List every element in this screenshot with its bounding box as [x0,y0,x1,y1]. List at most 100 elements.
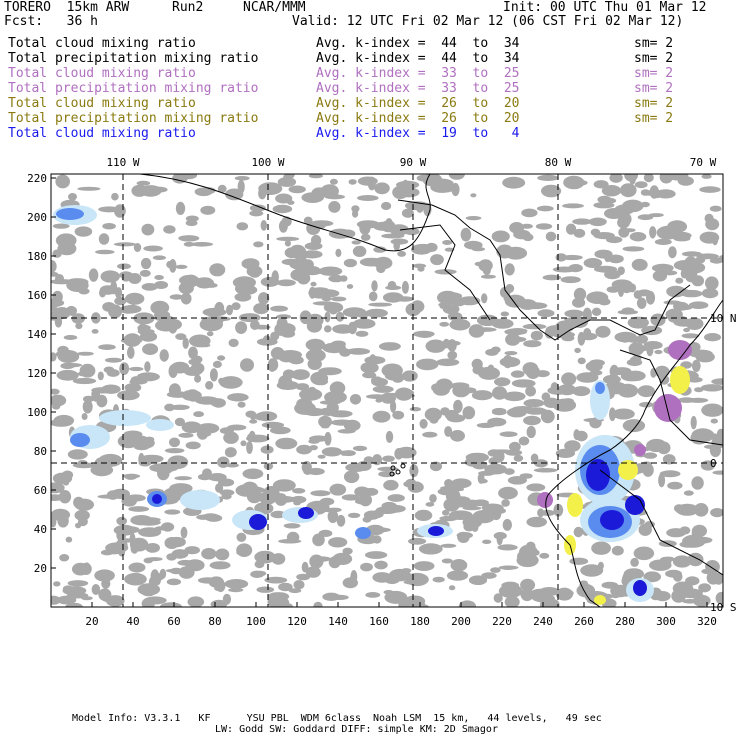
cloud-patch [293,580,305,590]
cloud-patch [564,309,584,318]
cloud-patch [511,379,536,388]
cloud-patch [202,468,212,479]
cloud-patch [444,247,455,252]
cloud-patch [234,292,252,302]
cloud-patch [246,441,253,454]
y-tick-label: 60 [34,484,47,497]
cloud-patch [283,174,292,180]
cloud-patch [62,363,83,368]
cloud-patch [51,516,57,528]
cloud-patch [56,595,77,605]
cloud-patch [177,559,194,566]
cloud-patch [434,269,457,275]
cloud-patch [57,514,69,528]
cloud-patch [504,351,518,356]
cloud-patch [667,481,683,490]
cloud-patch [199,317,223,332]
cloud-patch [695,351,715,363]
cloud-patch [360,362,379,374]
cloud-patch [359,221,371,235]
cloud-patch [254,560,265,569]
cloud-patch [414,509,433,521]
cloud-patch [462,499,482,507]
cloud-patch [138,457,152,467]
cloud-patch [137,323,148,335]
cloud-patch [308,174,323,179]
cloud-patch [91,584,101,595]
cloud-patch [209,561,231,570]
cloud-patch [448,174,465,180]
cloud-patch [643,452,658,459]
cloud-patch [276,314,292,320]
cloud-patch [365,308,388,318]
cloud-patch [667,288,690,294]
cloud-patch [119,271,133,279]
cloud-patch [569,557,589,565]
cloud-patch [159,349,169,362]
cloud-patch [424,544,435,552]
cloud-patch [366,394,388,399]
cloud-patch [124,572,147,586]
cloud-patch [116,516,128,526]
cloud-patch [51,279,74,285]
x-tick-label: 160 [369,615,389,628]
cloud-patch [53,581,61,587]
cloud-patch [185,219,198,227]
map-frame [50,173,724,608]
cloud-patch [235,282,255,295]
cloud-patch [705,276,719,291]
cloud-patch [142,438,152,445]
cloud-patch [688,301,709,310]
x-tick-label: 300 [656,615,676,628]
cloud-patch [219,489,235,496]
model-info: Model Info: V3.3.1 KF YSU PBL WDM 6class… [72,713,602,724]
legend-kindex-range: Avg. k-index = 26 to 20 [316,111,520,126]
cloud-patch [633,546,655,561]
cloud-patch [503,391,526,402]
cloud-patch [226,304,233,316]
y-tick-label: 160 [27,289,47,302]
cloud-patch [482,265,491,276]
cloud-patch [98,233,110,245]
cloud-patch [450,382,470,390]
cloud-patch [371,280,378,292]
cloud-patch [250,320,260,330]
cloud-patch [215,548,230,561]
cloud-patch [258,292,270,305]
cloud-patch [476,422,496,428]
cloud-patch [262,335,271,344]
cloud-patch [160,318,182,331]
cloud-patch [183,241,195,247]
precip-blob [590,380,610,420]
cloud-patch [174,476,192,481]
cloud-patch [453,399,463,414]
precip-blob [595,382,605,394]
cloud-patch [709,443,722,458]
cloud-patch [401,280,409,294]
cloud-patch [462,506,482,511]
cloud-patch [621,307,635,313]
cloud-patch [520,223,533,229]
cloud-patch [261,421,285,429]
cloud-patch [97,371,104,381]
cloud-patch [258,187,267,200]
cloud-patch [481,293,488,304]
cloud-patch [278,375,293,389]
coastline [619,349,723,446]
cloud-patch [397,250,406,257]
cloud-patch [356,461,372,471]
cloud-patch [134,444,150,451]
cloud-patch [91,329,99,334]
cloud-patch [523,399,545,408]
cloud-patch [489,449,514,454]
cloud-patch [447,339,457,352]
cloud-patch [360,233,371,241]
cloud-patch [604,208,624,219]
cloud-patch [144,361,151,373]
cloud-patch [381,201,392,211]
cloud-patch [118,548,126,557]
cloud-patch [648,213,664,218]
cloud-patch [317,454,326,459]
cloud-patch [494,377,511,387]
longitude-label: 80 W [545,156,572,169]
